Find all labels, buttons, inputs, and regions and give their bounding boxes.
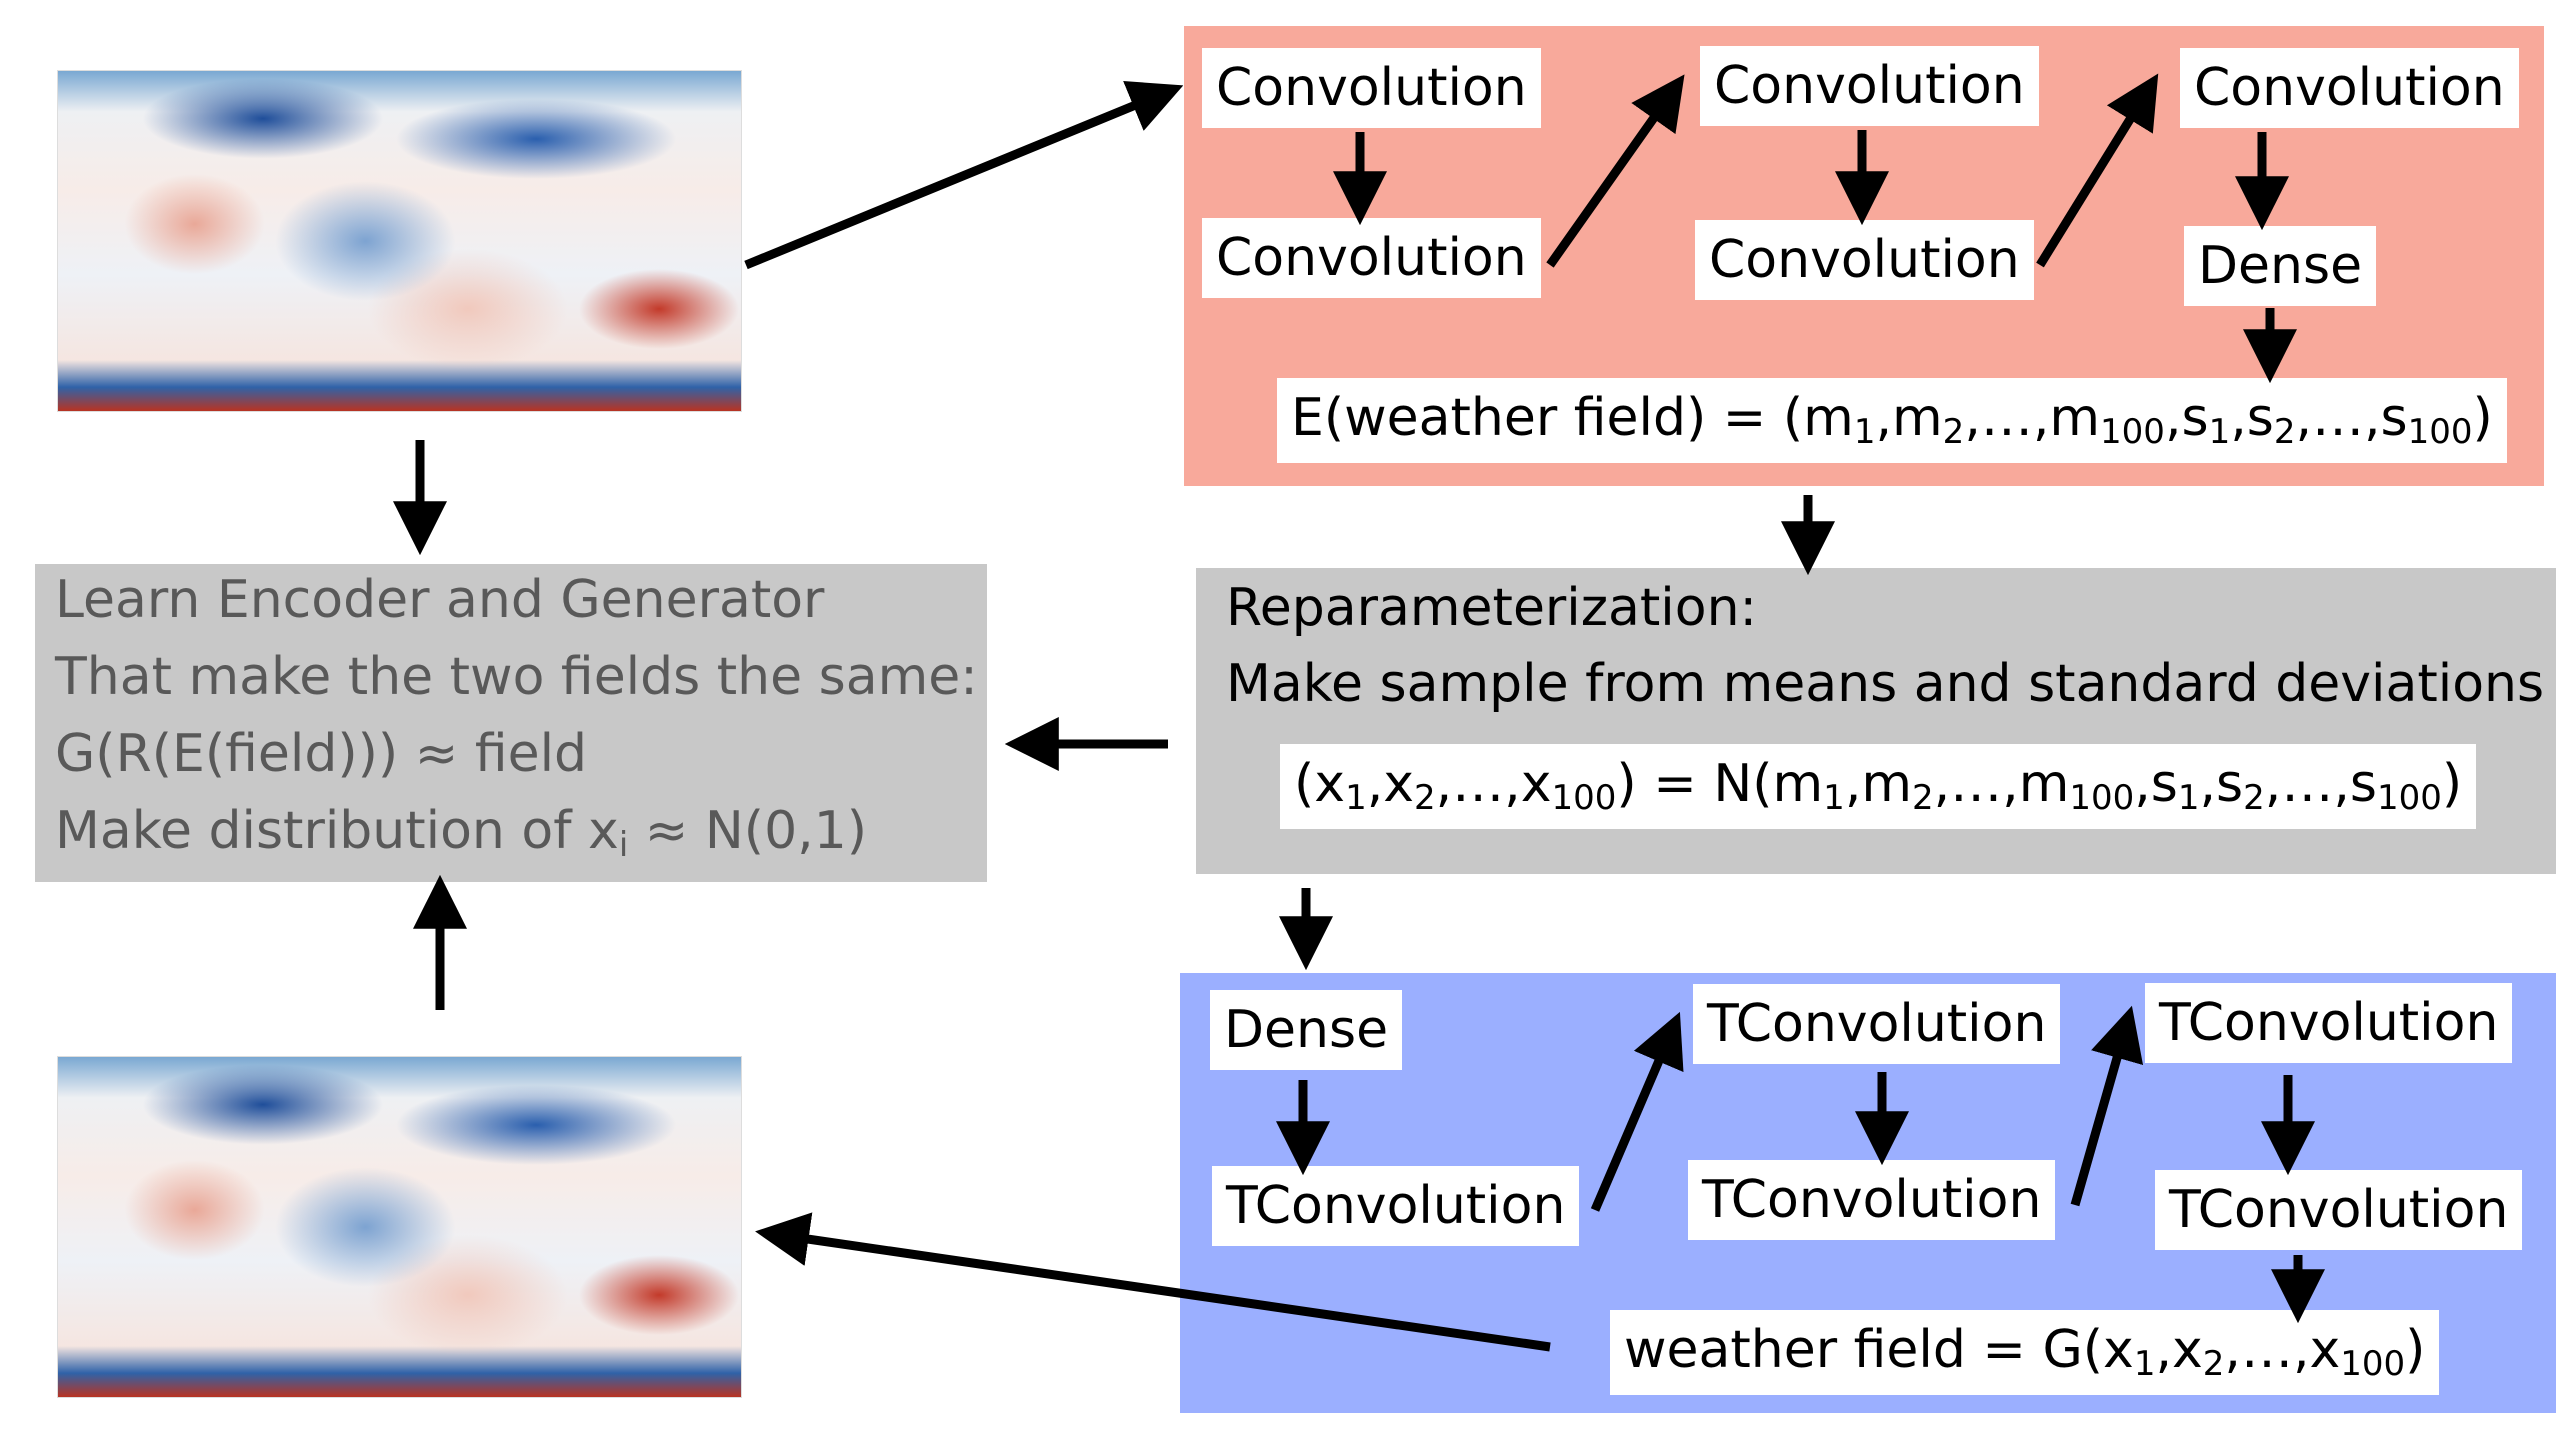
encoder-conv-3: Convolution xyxy=(1700,46,2039,126)
arrow-map-to-encoder xyxy=(744,80,1184,270)
generator-tconv-2: TConvolution xyxy=(1693,984,2061,1064)
weather-field-map-output xyxy=(57,1056,742,1398)
encoder-dense: Dense xyxy=(2184,226,2377,306)
encoder-conv-1: Convolution xyxy=(1202,48,1541,128)
generator-tconv-4: TConvolution xyxy=(2145,983,2513,1063)
reparameterization-description: Make sample from means and standard devi… xyxy=(1226,654,2545,714)
encoder-conv-5: Convolution xyxy=(2180,48,2519,128)
generator-tconv-5: TConvolution xyxy=(2155,1170,2523,1250)
learn-line-4: Make distribution of xi ≈ N(0,1) xyxy=(55,801,868,865)
reparameterization-formula: (x1,x2,…,x100) = N(m1,m2,…,m100,s1,s2,…,… xyxy=(1280,744,2477,829)
encoder-conv-2: Convolution xyxy=(1202,218,1541,298)
encoder-output-formula: E(weather field) = (m1,m2,…,m100,s1,s2,…… xyxy=(1277,378,2507,463)
generator-dense: Dense xyxy=(1210,990,1403,1070)
learn-line-2: That make the two fields the same: xyxy=(55,647,978,707)
learn-line-3: G(R(E(field))) ≈ field xyxy=(55,724,588,784)
generator-tconv-3: TConvolution xyxy=(1688,1160,2056,1240)
weather-field-map-input xyxy=(57,70,742,412)
encoder-conv-4: Convolution xyxy=(1695,220,2034,300)
reparameterization-title: Reparameterization: xyxy=(1226,578,1758,638)
learn-line-1: Learn Encoder and Generator xyxy=(55,570,825,630)
generator-output-formula: weather field = G(x1,x2,…,x100) xyxy=(1610,1310,2440,1395)
learn-objective-panel xyxy=(35,564,987,882)
generator-tconv-1: TConvolution xyxy=(1212,1166,1580,1246)
